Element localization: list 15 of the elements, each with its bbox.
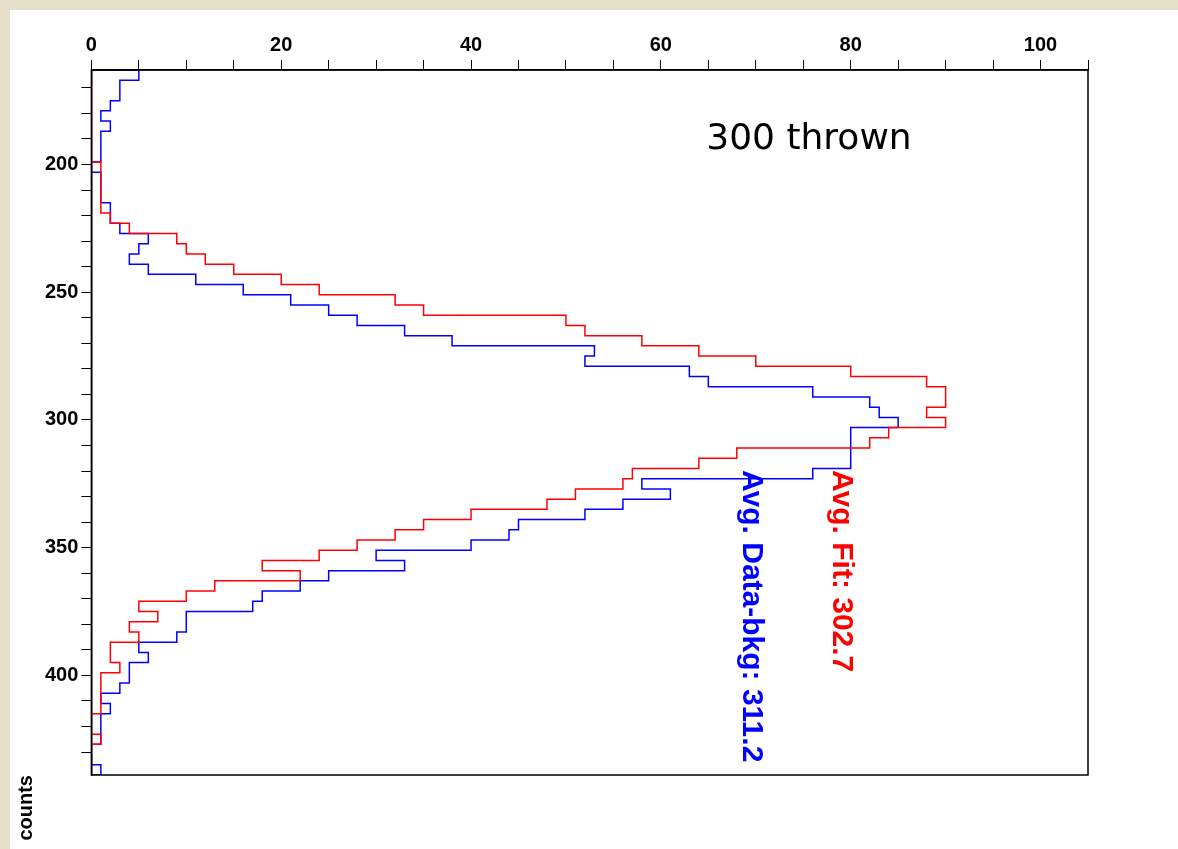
- y-tick-label: 300: [44, 407, 79, 430]
- annotation: 300 thrown: [706, 116, 912, 158]
- x-tick-label: 100: [1023, 32, 1058, 55]
- y-tick-label: 400: [44, 662, 79, 685]
- annotation: Avg. Fit: 302.7: [827, 470, 861, 673]
- annotation: Avg. Data-bkg: 311.2: [737, 470, 771, 763]
- x-tick-label: 0: [85, 32, 97, 55]
- x-tick-label: 80: [839, 32, 862, 55]
- y-tick-label: 250: [44, 279, 79, 302]
- x-tick-label: 60: [649, 32, 672, 55]
- y-axis-title: counts: [13, 775, 36, 841]
- x-tick-label: 20: [270, 32, 293, 55]
- y-tick-label: 350: [44, 535, 79, 558]
- y-tick-label: 200: [44, 152, 79, 175]
- x-tick-label: 40: [459, 32, 483, 55]
